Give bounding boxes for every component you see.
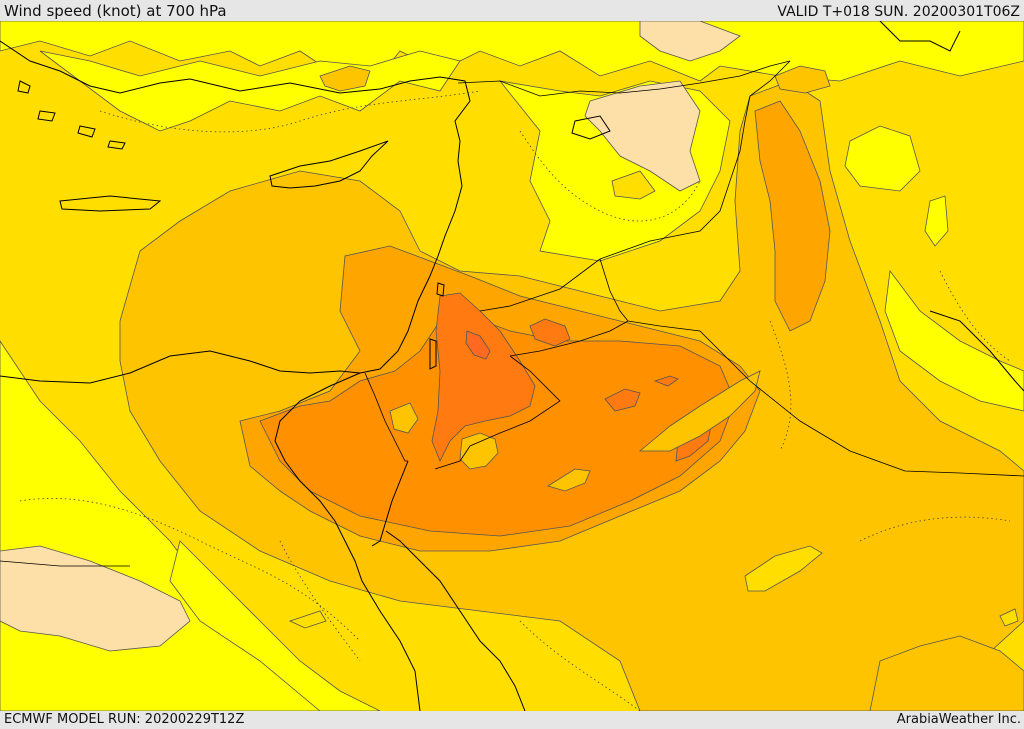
- gold-island-2: [611, 170, 656, 200]
- coast-gulf-aqaba: [371, 460, 409, 547]
- caspian-coast: [879, 21, 961, 52]
- border-iraq-iran: [599, 60, 791, 260]
- border-jordan-saudi: [509, 320, 629, 357]
- amber-island-1: [459, 432, 499, 470]
- yellow-patch-ne: [844, 125, 921, 192]
- orange-dark-spot-4: [653, 375, 679, 387]
- gold-island-1: [744, 545, 823, 592]
- yellow-band-north: [0, 21, 1024, 82]
- valid-time: VALID T+018 SUN. 20200301T06Z: [777, 4, 1020, 20]
- amber-patch-iraq-north: [774, 65, 831, 94]
- coast-egypt-north: [0, 350, 361, 384]
- lake-van-outline: [571, 115, 611, 140]
- orange-light-iraq-stripe: [754, 100, 831, 332]
- amber-island-4: [389, 402, 419, 434]
- amber-patch-nw: [319, 65, 371, 92]
- coast-red-sea-east: [385, 530, 526, 711]
- tan-patch-north: [639, 21, 741, 62]
- coast-turkey-south: [189, 76, 471, 187]
- amber-patch-se: [869, 635, 1024, 711]
- orange-dark-core: [431, 292, 536, 462]
- border-turkey-syria: [457, 60, 791, 97]
- dotted-isotachs: [19, 90, 1011, 711]
- amber-island-2: [547, 468, 591, 492]
- cyprus: [269, 140, 389, 189]
- yellow-region-sinai: [169, 540, 381, 711]
- border-jordan-south: [434, 355, 561, 470]
- coast-levant: [359, 185, 463, 374]
- footer-bar: ECMWF MODEL RUN: 20200229T12Z ArabiaWeat…: [0, 711, 1024, 729]
- orange-region: [259, 315, 736, 537]
- tan-patch-egypt: [0, 545, 191, 652]
- gold-island-4: [999, 608, 1019, 627]
- credit-label: ArabiaWeather Inc.: [896, 712, 1021, 727]
- map-canvas: [0, 21, 1024, 711]
- yellow-patch-e: [924, 195, 949, 247]
- crete: [59, 195, 162, 212]
- map-title: Wind speed (knot) at 700 hPa: [4, 2, 227, 20]
- border-syria-jordan: [479, 258, 601, 312]
- border-egypt-sudan: [0, 560, 130, 567]
- wind-speed-map[interactable]: [0, 21, 1024, 711]
- aegean-islands: [17, 80, 126, 150]
- yellow-region-east: [884, 269, 1024, 412]
- dead-sea: [429, 338, 437, 370]
- orange-deep-spot: [465, 330, 491, 360]
- gold-island-3: [288, 610, 327, 629]
- border-iraq-saudi: [627, 320, 1024, 477]
- header-bar: Wind speed (knot) at 700 hPa VALID T+018…: [0, 0, 1024, 21]
- coast-gulf-suez: [274, 372, 421, 711]
- coast-turkey-north-aegean: [0, 40, 191, 94]
- tan-patch-turkey: [584, 80, 701, 192]
- sea-of-galilee: [436, 282, 445, 297]
- coastlines: [0, 21, 1024, 711]
- model-run-label: ECMWF MODEL RUN: 20200229T12Z: [4, 712, 245, 727]
- orange-dark-spot-1: [529, 318, 571, 347]
- political-borders: [0, 60, 1024, 567]
- orange-dark-spot-2: [604, 388, 641, 412]
- border-egypt-israel: [364, 372, 408, 462]
- amber-island-3: [638, 370, 761, 452]
- border-syria-iraq: [599, 258, 629, 322]
- persian-gulf-coast: [929, 310, 1024, 392]
